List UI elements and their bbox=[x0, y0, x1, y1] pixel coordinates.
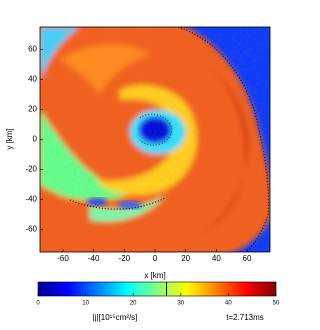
chart: x [km] y [km] |j|[10¹⁵cm²/s] t=2.713ms -… bbox=[5, 26, 280, 322]
x-tick-label: -60 bbox=[57, 254, 69, 263]
x-axis-label: x [km] bbox=[144, 271, 165, 280]
x-tick-label: -40 bbox=[88, 254, 100, 263]
colorbar-tick-label: 30 bbox=[177, 301, 184, 307]
x-tick-label: 20 bbox=[181, 254, 190, 263]
x-tick-label: 60 bbox=[243, 254, 252, 263]
page: {"chart_data": {"type": "heatmap", "xlab… bbox=[5, 26, 280, 323]
y-tick-label: 0 bbox=[33, 135, 38, 144]
y-tick-label: -20 bbox=[25, 165, 37, 174]
y-tick-label: -40 bbox=[25, 195, 37, 204]
x-tick-label: -20 bbox=[119, 254, 131, 263]
x-tick-label: 0 bbox=[153, 254, 158, 263]
x-tick-label: 40 bbox=[212, 254, 221, 263]
colorbar-tick-label: 50 bbox=[273, 301, 280, 307]
heatmap-field bbox=[40, 27, 270, 252]
y-tick-label: 40 bbox=[28, 75, 37, 84]
y-tick-label: -60 bbox=[25, 225, 37, 234]
colorbar-tick-label: 0 bbox=[36, 301, 40, 307]
annotation: t=2.713ms bbox=[226, 313, 264, 322]
colorbar-tick-label: 40 bbox=[225, 301, 232, 307]
colorbar-label: |j|[10¹⁵cm²/s] bbox=[93, 313, 138, 322]
y-tick-label: 20 bbox=[28, 105, 37, 114]
y-axis-label: y [km] bbox=[5, 128, 14, 149]
colorbar-tick-label: 10 bbox=[82, 301, 89, 307]
colorbar-tick-label: 20 bbox=[130, 301, 137, 307]
colorbar bbox=[37, 281, 277, 297]
y-tick-label: 60 bbox=[28, 45, 37, 54]
